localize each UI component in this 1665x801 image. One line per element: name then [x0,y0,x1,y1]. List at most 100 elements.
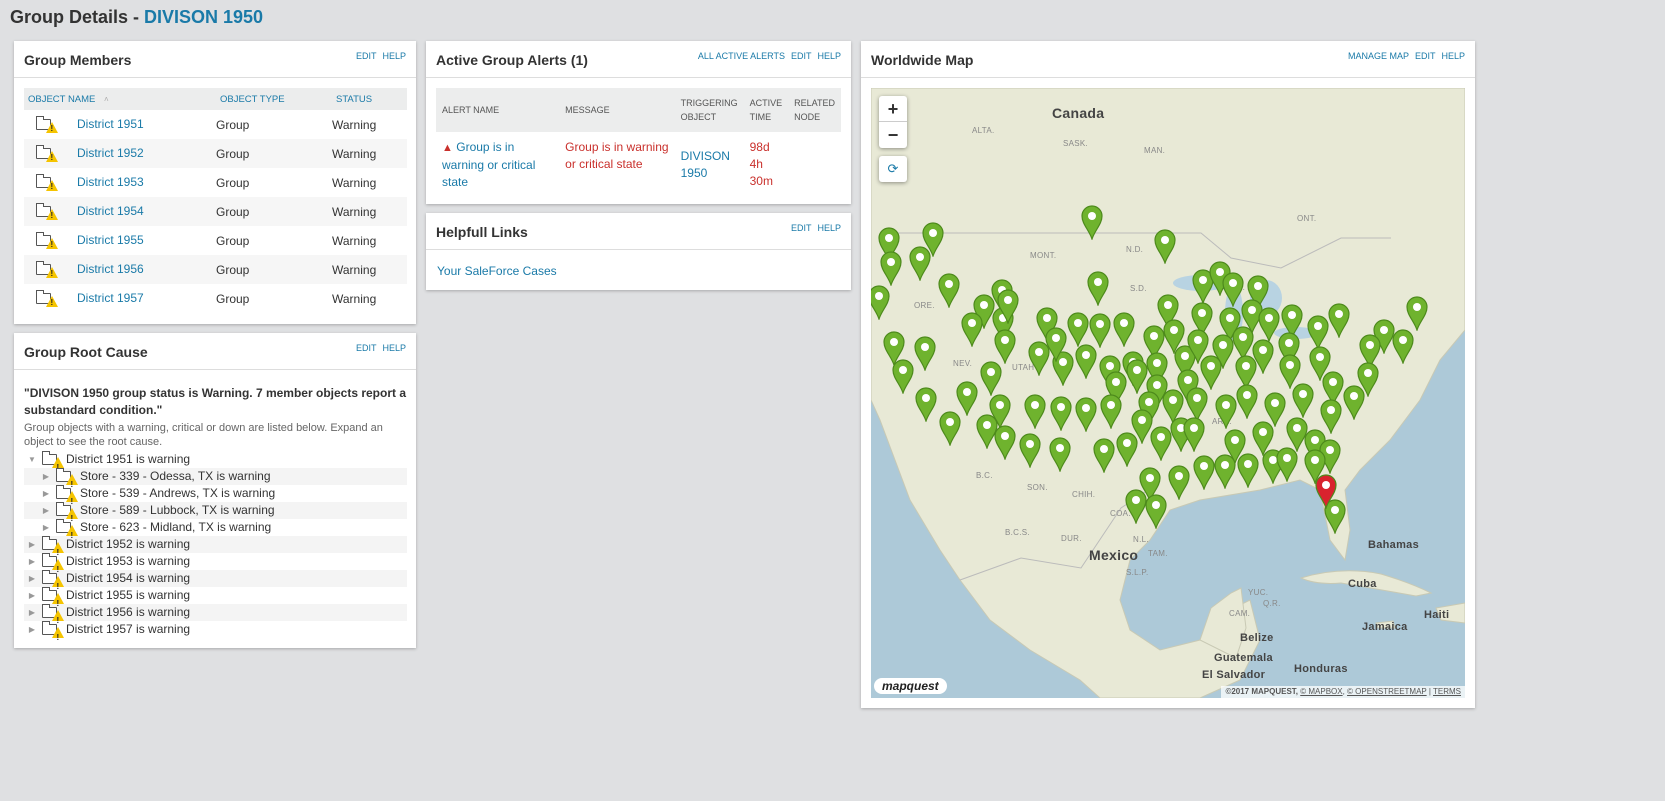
col-status[interactable]: STATUS [332,88,407,110]
warning-map-pin[interactable] [1327,302,1351,338]
warning-map-pin[interactable] [1115,431,1139,467]
warning-map-pin[interactable] [1278,353,1302,389]
warning-map-pin[interactable] [1323,498,1347,534]
warning-map-pin[interactable] [1218,306,1242,342]
warning-map-pin[interactable] [1130,408,1154,444]
warning-map-pin[interactable] [914,386,938,422]
tree-node[interactable]: ▶ District 1956 is warning [24,603,407,629]
warning-map-pin[interactable] [1291,382,1315,418]
warning-map-pin[interactable] [1211,333,1235,369]
warning-map-pin[interactable] [1185,386,1209,422]
collapsed-arrow-icon[interactable]: ▶ [28,574,36,583]
manage-map-link[interactable]: MANAGE MAP [1347,51,1409,61]
warning-map-pin[interactable] [1144,493,1168,529]
warning-map-pin[interactable] [1051,350,1075,386]
collapsed-arrow-icon[interactable]: ▶ [42,506,50,515]
warning-map-pin[interactable] [1257,306,1281,342]
warning-map-pin[interactable] [1092,437,1116,473]
warning-map-pin[interactable] [1358,333,1382,369]
edit-link[interactable]: EDIT [1414,51,1436,61]
triggering-object-link[interactable]: DIVISON 1950 [680,149,730,180]
help-link[interactable]: HELP [382,51,406,61]
tree-node[interactable]: ▶ District 1953 is warning [24,552,407,578]
warning-map-pin[interactable] [1074,343,1098,379]
warning-map-pin[interactable] [1214,393,1238,429]
warning-map-pin[interactable] [1319,398,1343,434]
warning-map-pin[interactable] [1223,428,1247,464]
edit-link[interactable]: EDIT [790,223,812,233]
warning-map-pin[interactable] [1213,453,1237,489]
edit-link[interactable]: EDIT [355,51,377,61]
warning-map-pin[interactable] [938,410,962,446]
tree-node[interactable]: ▶ Store - 339 - Odessa, TX is warning [24,467,407,493]
warning-map-pin[interactable] [913,335,937,371]
warning-map-pin[interactable] [1173,344,1197,380]
warning-map-pin[interactable] [1018,432,1042,468]
warning-map-pin[interactable] [891,358,915,394]
warning-map-pin[interactable] [1221,271,1245,307]
help-link[interactable]: HELP [817,51,841,61]
refresh-icon[interactable]: ⟳ [879,156,907,182]
warning-map-pin[interactable] [1191,268,1215,304]
warning-map-pin[interactable] [1138,466,1162,502]
member-name-link[interactable]: District 1955 [77,233,144,248]
warning-map-pin[interactable] [979,360,1003,396]
warning-map-pin[interactable] [1303,448,1327,484]
alert-name-link[interactable]: Group is in warning or critical state [442,140,536,189]
help-link[interactable]: HELP [382,343,406,353]
tree-node[interactable]: ▶ District 1954 is warning [24,569,407,595]
warning-map-pin[interactable] [1235,383,1259,419]
warning-map-pin[interactable] [1182,416,1206,452]
warning-map-pin[interactable] [1275,446,1299,482]
warning-map-pin[interactable] [1044,326,1068,362]
tree-node[interactable]: ▶ District 1952 is warning [24,535,407,561]
member-name-link[interactable]: District 1956 [77,262,144,277]
warning-map-pin[interactable] [1048,436,1072,472]
member-name-link[interactable]: District 1954 [77,204,144,219]
warning-map-pin[interactable] [937,272,961,308]
warning-map-pin[interactable] [1280,303,1304,339]
warning-map-pin[interactable] [1321,370,1345,406]
collapsed-arrow-icon[interactable]: ▶ [28,557,36,566]
warning-map-pin[interactable] [1263,391,1287,427]
collapsed-arrow-icon[interactable]: ▶ [42,489,50,498]
help-link[interactable]: HELP [817,223,841,233]
warning-map-pin[interactable] [1251,338,1275,374]
warning-map-pin[interactable] [1035,306,1059,342]
warning-map-pin[interactable] [1246,274,1270,310]
warning-map-pin[interactable] [1308,345,1332,381]
warning-map-pin[interactable] [1162,318,1186,354]
warning-map-pin[interactable] [960,311,984,347]
warning-map-pin[interactable] [871,284,891,320]
edit-link[interactable]: EDIT [790,51,812,61]
warning-map-pin[interactable] [1066,311,1090,347]
zoom-in-button[interactable]: + [879,96,907,122]
warning-map-pin[interactable] [908,245,932,281]
warning-map-pin[interactable] [1086,270,1110,306]
warning-map-pin[interactable] [996,288,1020,324]
warning-map-pin[interactable] [1236,452,1260,488]
collapsed-arrow-icon[interactable]: ▶ [42,523,50,532]
warning-map-pin[interactable] [1306,314,1330,350]
warning-map-pin[interactable] [955,380,979,416]
warning-map-pin[interactable] [1149,425,1173,461]
warning-map-pin[interactable] [1342,384,1366,420]
tree-node[interactable]: ▶ District 1955 is warning [24,586,407,612]
warning-map-pin[interactable] [1277,331,1301,367]
collapsed-arrow-icon[interactable]: ▶ [28,608,36,617]
expanded-arrow-icon[interactable]: ▼ [28,455,36,464]
warning-map-pin[interactable] [1027,340,1051,376]
collapsed-arrow-icon[interactable]: ▶ [28,625,36,634]
tree-node[interactable]: ▶ District 1957 is warning [24,620,407,646]
warning-map-pin[interactable] [1124,488,1148,524]
warning-map-pin[interactable] [1104,370,1128,406]
tree-node[interactable]: ▶ Store - 589 - Lubbock, TX is warning [24,501,407,527]
all-active-alerts-link[interactable]: ALL ACTIVE ALERTS [697,51,785,61]
warning-map-pin[interactable] [1074,396,1098,432]
collapsed-arrow-icon[interactable]: ▶ [28,540,36,549]
warning-map-pin[interactable] [1231,325,1255,361]
warning-map-pin[interactable] [877,226,901,262]
warning-map-pin[interactable] [1199,354,1223,390]
member-name-link[interactable]: District 1957 [77,291,144,306]
warning-map-pin[interactable] [1080,204,1104,240]
